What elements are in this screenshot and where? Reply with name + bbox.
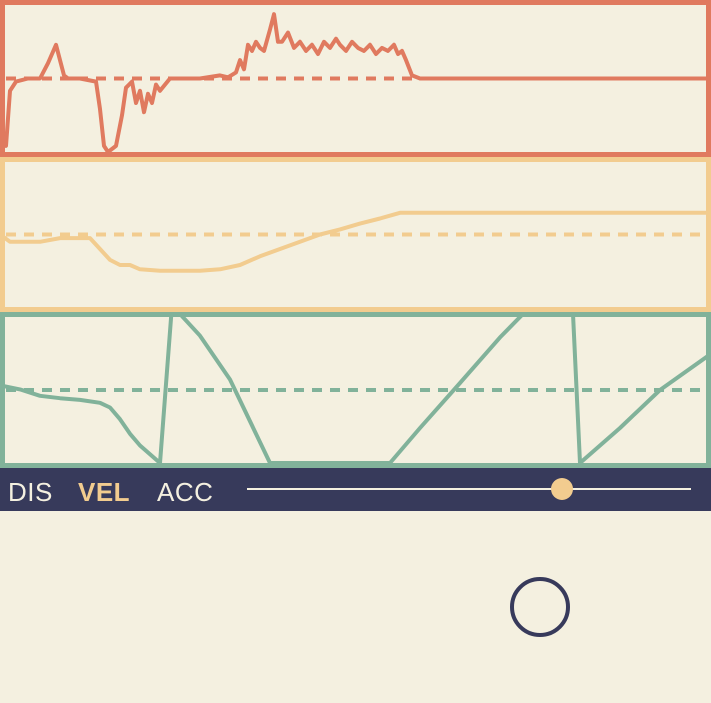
- displacement-panel: [0, 312, 711, 468]
- acceleration-chart: [0, 0, 711, 157]
- acceleration-series-line: [0, 12, 711, 154]
- displacement-border: [0, 312, 711, 468]
- time-slider-thumb[interactable]: [551, 478, 574, 500]
- mode-dis-button[interactable]: DIS: [8, 477, 53, 507]
- acceleration-panel: [0, 0, 711, 157]
- mode-toolbar: DIS VEL ACC: [0, 468, 711, 511]
- play-button-circle-icon[interactable]: [510, 577, 570, 637]
- velocity-chart: [0, 157, 711, 312]
- time-slider-track[interactable]: [247, 488, 691, 490]
- displacement-chart: [0, 312, 711, 468]
- mode-vel-button[interactable]: VEL: [78, 477, 131, 507]
- mode-acc-button[interactable]: ACC: [157, 477, 214, 507]
- velocity-panel: [0, 157, 711, 312]
- displacement-series-line: [0, 312, 711, 465]
- velocity-series-line: [0, 210, 711, 273]
